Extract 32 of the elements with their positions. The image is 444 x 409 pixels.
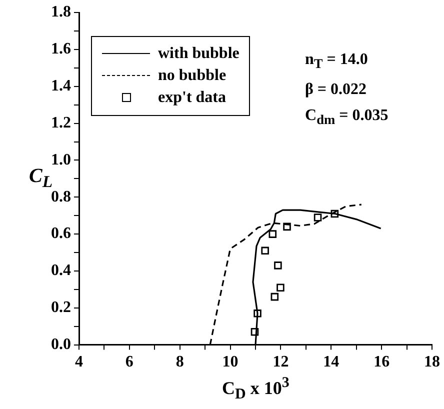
y-tick-label: 1.2 (51, 114, 71, 132)
y-tick-label: 0.0 (51, 336, 71, 353)
y-tick-label: 0.2 (51, 299, 71, 316)
annotation: β = 0.022 (305, 80, 368, 100)
point (274, 262, 282, 270)
x-axis-title: C$_{D}$ x 10$^{3}$ (222, 374, 290, 404)
legend-label: with bubble (158, 44, 240, 64)
point (261, 246, 269, 255)
legend-label: exp't data (158, 88, 226, 108)
y-tick-label: 0.6 (51, 225, 71, 242)
annotation: n$_{T}$ = 14.0 (305, 50, 369, 73)
y-tick-label: 1.6 (51, 40, 71, 58)
point (314, 214, 322, 222)
x-tick-label: 10 (222, 354, 238, 371)
y-tick-label: 0.4 (51, 262, 71, 280)
y-tick-label: 1.8 (51, 4, 71, 21)
y-tick-label: 1.0 (51, 151, 71, 168)
y-tick-label: 0.8 (51, 188, 71, 206)
point (268, 230, 277, 238)
x-tick-label: 18 (424, 354, 440, 371)
x-tick-label: 12 (272, 354, 289, 371)
x-tick-label: 8 (176, 354, 184, 371)
legend-label: no bubble (158, 66, 226, 86)
x-tick-label: 16 (374, 354, 390, 371)
y-tick-label: 1.4 (51, 78, 71, 95)
annotation: C$_{dm}$ = 0.035 (305, 106, 388, 129)
point (276, 284, 284, 292)
x-tick-label: 14 (323, 354, 340, 371)
point (270, 292, 279, 301)
x-tick-label: 6 (125, 354, 134, 371)
x-tick-label: 4 (75, 354, 83, 371)
y-axis-title: C$_{L}$ (29, 165, 53, 192)
